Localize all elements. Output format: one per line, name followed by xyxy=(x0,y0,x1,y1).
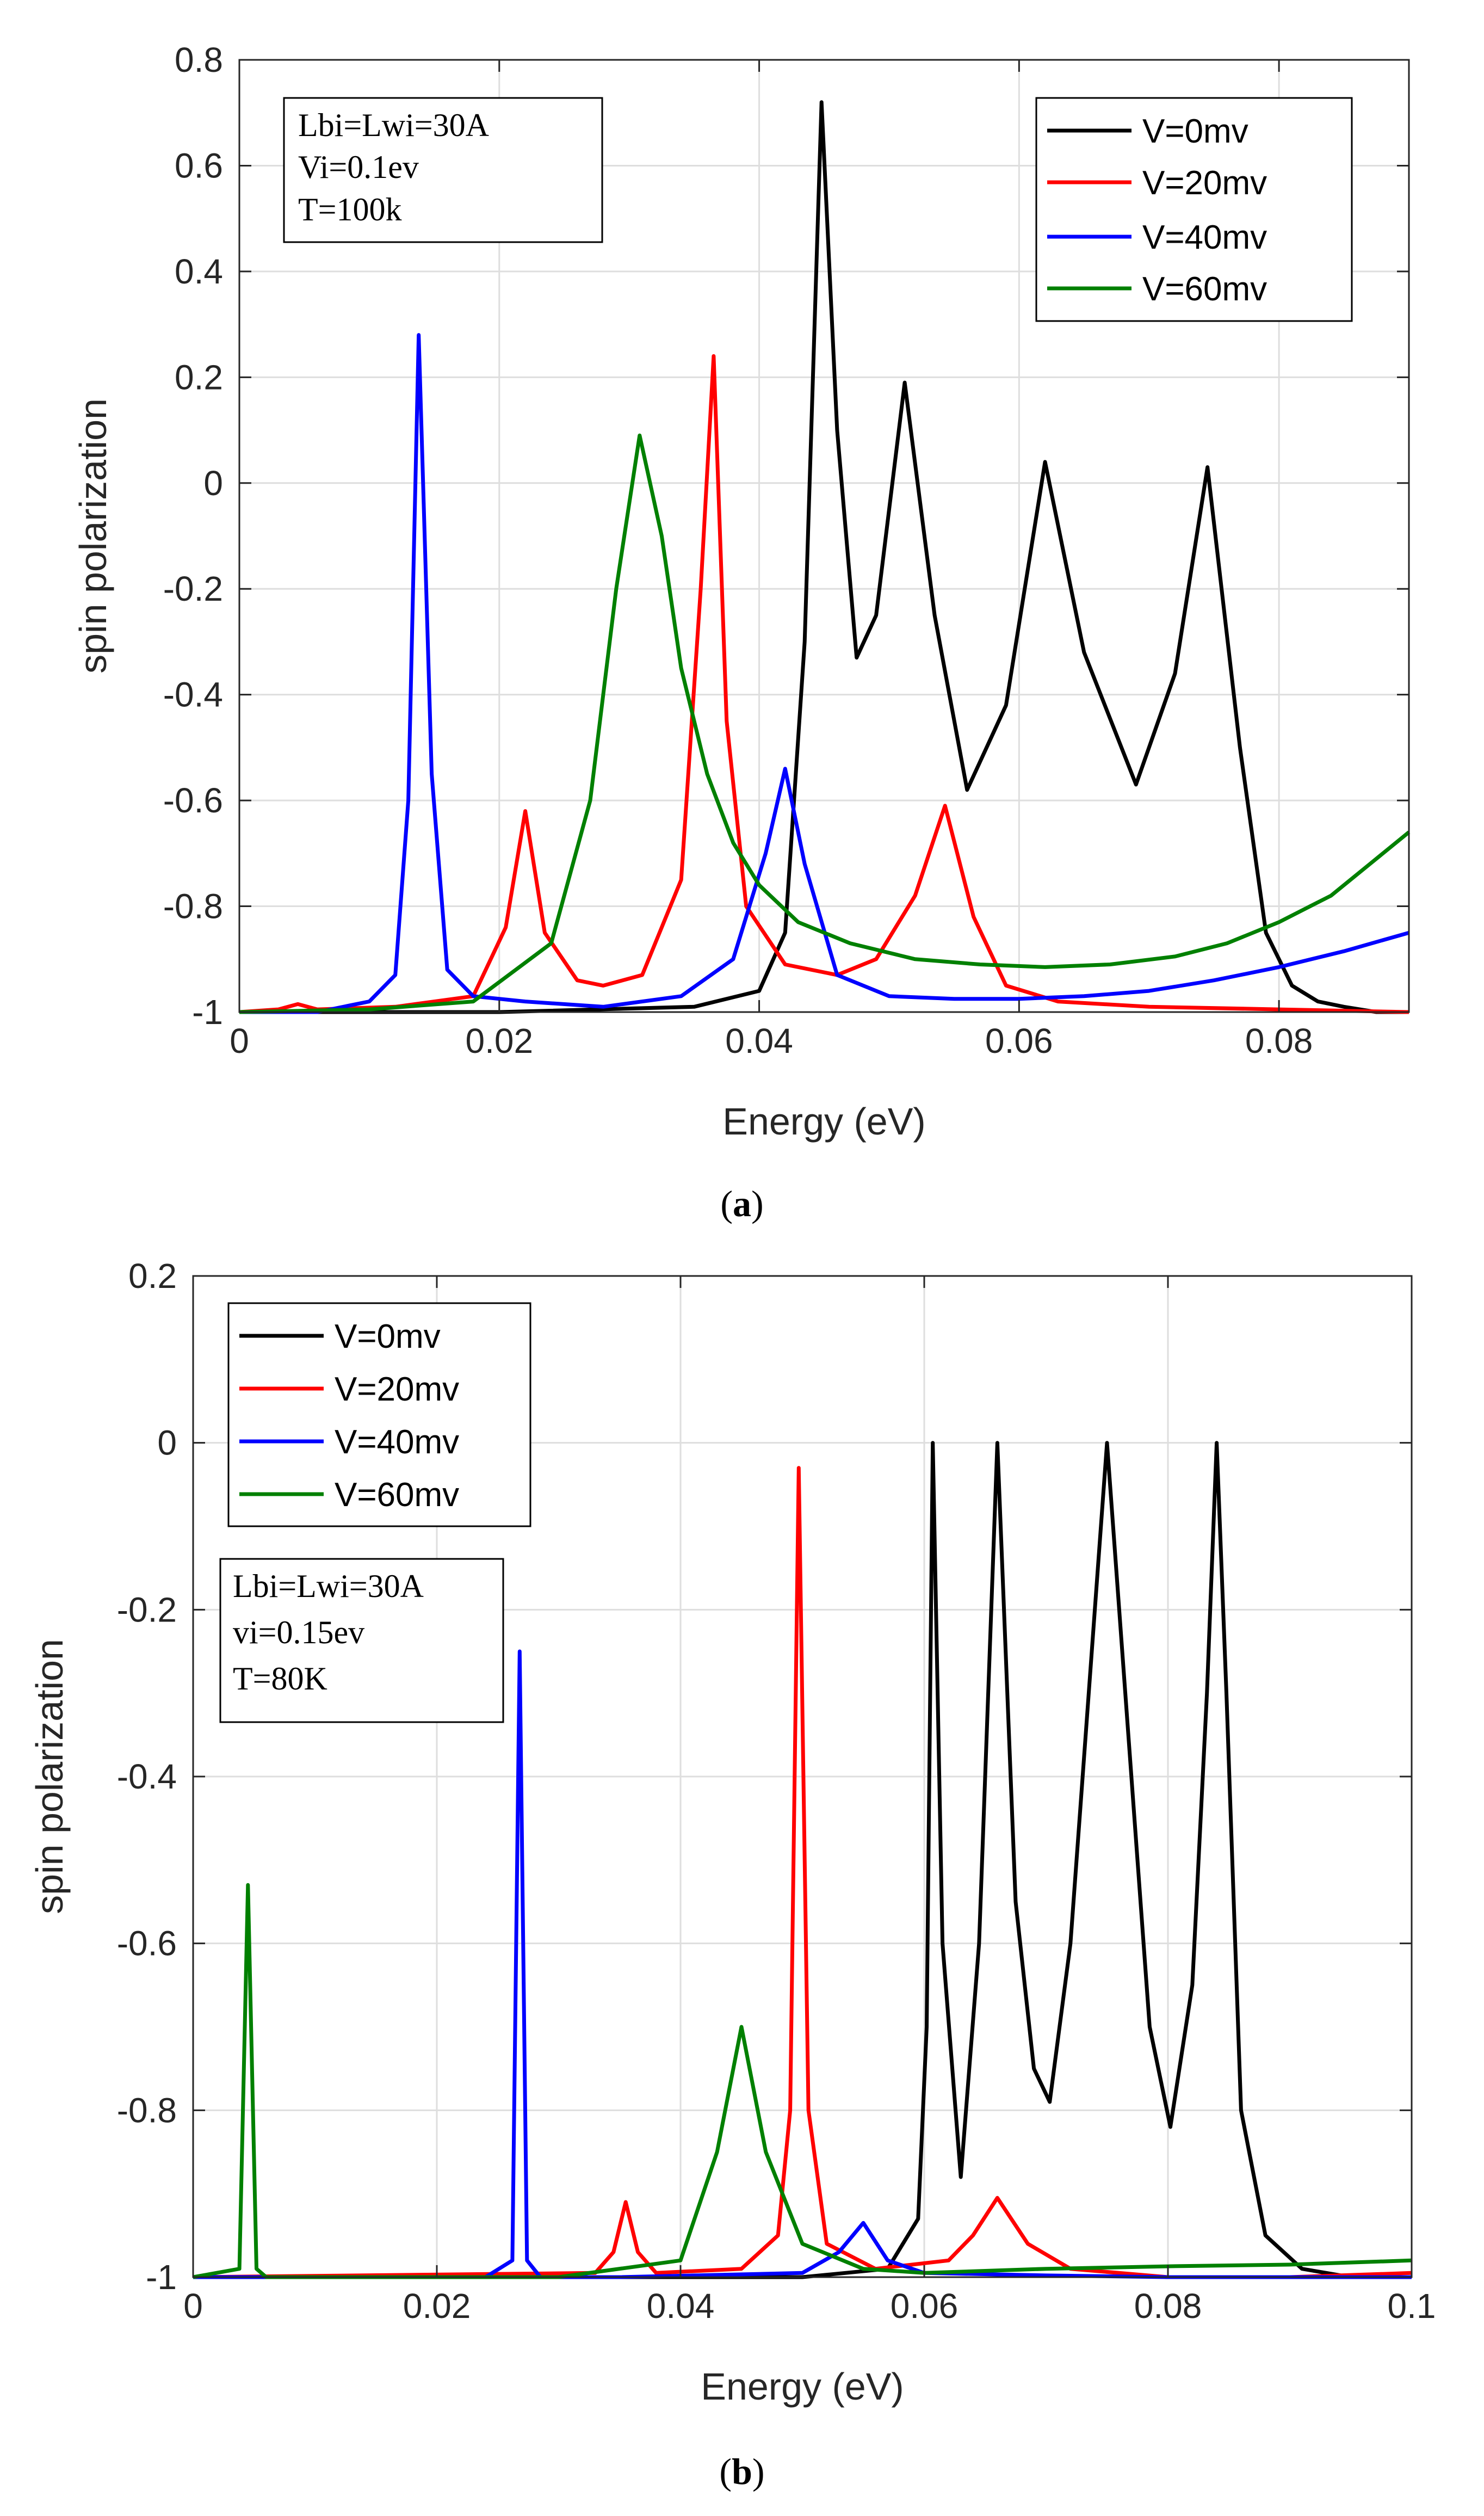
y-tick-label: 0.8 xyxy=(175,40,223,79)
legend-label-a-1: V=20mv xyxy=(1142,164,1267,202)
y-tick-label: -0.2 xyxy=(163,569,223,608)
x-axis-label-b: Energy (eV) xyxy=(701,2365,904,2408)
x-tick-label: 0 xyxy=(183,2286,203,2326)
y-tick-label: -1 xyxy=(192,992,223,1032)
chart-panel-a: 0 0.02 0.04 0.06 0.08 0.8 0.6 0.4 0.2 0 -0.2 -0.4 -… xyxy=(72,40,1411,1224)
y-tick-label: -0.4 xyxy=(117,1757,177,1796)
x-tick-label: 0.1 xyxy=(1388,2286,1436,2326)
series-line-a-v20mv xyxy=(239,354,1409,1014)
x-tick-label: 0.08 xyxy=(1134,2286,1202,2326)
caption-letter-a: a xyxy=(733,1183,751,1224)
legend-label-a-3: V=60mv xyxy=(1142,270,1267,308)
y-tick-label: 0.4 xyxy=(175,252,223,291)
series-line-b-v20mv xyxy=(193,1466,1412,2279)
legend-label-b-2: V=40mv xyxy=(335,1423,459,1461)
caption-b: (b) xyxy=(719,2451,764,2492)
y-tick-label: -0.4 xyxy=(163,675,223,714)
x-tick-label: 0.04 xyxy=(725,1021,793,1060)
y-tick-label: -0.8 xyxy=(163,887,223,926)
series-line-b-v60mv xyxy=(193,1883,1412,2279)
y-axis-label-a: spin polarization xyxy=(72,398,114,674)
annotation-line-b-1: Lbi=Lwi=30A xyxy=(233,1568,424,1604)
legend-label-b-0: V=0mv xyxy=(335,1318,441,1355)
annotation-line-b-2: vi=0.15ev xyxy=(233,1614,364,1650)
x-ticks-a: 0 0.02 0.04 0.06 0.08 xyxy=(230,60,1313,1060)
annotation-line-a-1: Lbi=Lwi=30A xyxy=(298,107,489,143)
x-tick-label: 0.04 xyxy=(647,2286,715,2326)
x-tick-label: 0.02 xyxy=(403,2286,471,2326)
y-tick-label: 0 xyxy=(157,1423,177,1463)
series-line-a-v0mv xyxy=(239,100,1409,1014)
series-line-b-v40mv xyxy=(193,1649,1412,2279)
plot-frame-a xyxy=(238,59,1410,1013)
y-ticks-b: 0.2 0 -0.2 -0.4 -0.6 -0.8 -1 xyxy=(117,1256,1412,2297)
series-line-a-v40mv xyxy=(239,333,1409,1014)
legend-a: V=0mv V=20mv V=40mv V=60mv xyxy=(1035,97,1353,322)
legend-label-b-1: V=20mv xyxy=(335,1371,459,1408)
legend-label-a-0: V=0mv xyxy=(1142,113,1248,150)
caption-letter-b: b xyxy=(732,2451,752,2492)
annotation-line-b-3: T=80K xyxy=(233,1661,327,1697)
caption-a: (a) xyxy=(720,1183,763,1224)
x-tick-label: 0.06 xyxy=(985,1021,1053,1060)
y-tick-label: 0.2 xyxy=(128,1256,177,1296)
legend-label-b-3: V=60mv xyxy=(335,1476,459,1514)
legend-b: V=0mv V=20mv V=40mv V=60mv xyxy=(227,1302,531,1527)
annotation-line-a-3: T=100k xyxy=(298,192,402,227)
annotation-box-a: Lbi=Lwi=30A Vi=0.1ev T=100k xyxy=(283,97,603,243)
x-tick-label: 0.02 xyxy=(465,1021,533,1060)
y-tick-label: -0.2 xyxy=(117,1590,177,1629)
chart-panel-b: 0 0.02 0.04 0.06 0.08 0.1 0.2 0 -0.2 -0.4 -0.6 -0.… xyxy=(28,1256,1436,2492)
y-ticks-a: 0.8 0.6 0.4 0.2 0 -0.2 -0.4 -0.6 -0.8 -1 xyxy=(163,40,1409,1032)
annotation-line-a-2: Vi=0.1ev xyxy=(298,149,419,185)
legend-label-a-2: V=40mv xyxy=(1142,219,1267,256)
series-group-a xyxy=(239,100,1411,1014)
x-tick-label: 0 xyxy=(230,1021,249,1060)
y-tick-label: 0.2 xyxy=(175,357,223,397)
y-tick-label: -1 xyxy=(146,2258,177,2297)
y-axis-label-b: spin polarization xyxy=(28,1639,71,1914)
y-tick-label: 0.6 xyxy=(175,146,223,185)
y-tick-label: -0.6 xyxy=(163,781,223,820)
series-group-b xyxy=(193,1441,1412,2279)
x-tick-label: 0.06 xyxy=(891,2286,959,2326)
x-tick-label: 0.08 xyxy=(1245,1021,1313,1060)
y-tick-label: 0 xyxy=(203,464,223,503)
series-line-b-v0mv xyxy=(193,1441,1412,2279)
x-ticks-b: 0 0.02 0.04 0.06 0.08 0.1 xyxy=(183,1276,1436,2326)
x-axis-label-a: Energy (eV) xyxy=(722,1100,925,1143)
y-tick-label: -0.8 xyxy=(117,2090,177,2130)
y-tick-label: -0.6 xyxy=(117,1924,177,1963)
series-line-a-v60mv xyxy=(239,433,1411,1014)
annotation-box-b: Lbi=Lwi=30A vi=0.15ev T=80K xyxy=(219,1558,504,1723)
